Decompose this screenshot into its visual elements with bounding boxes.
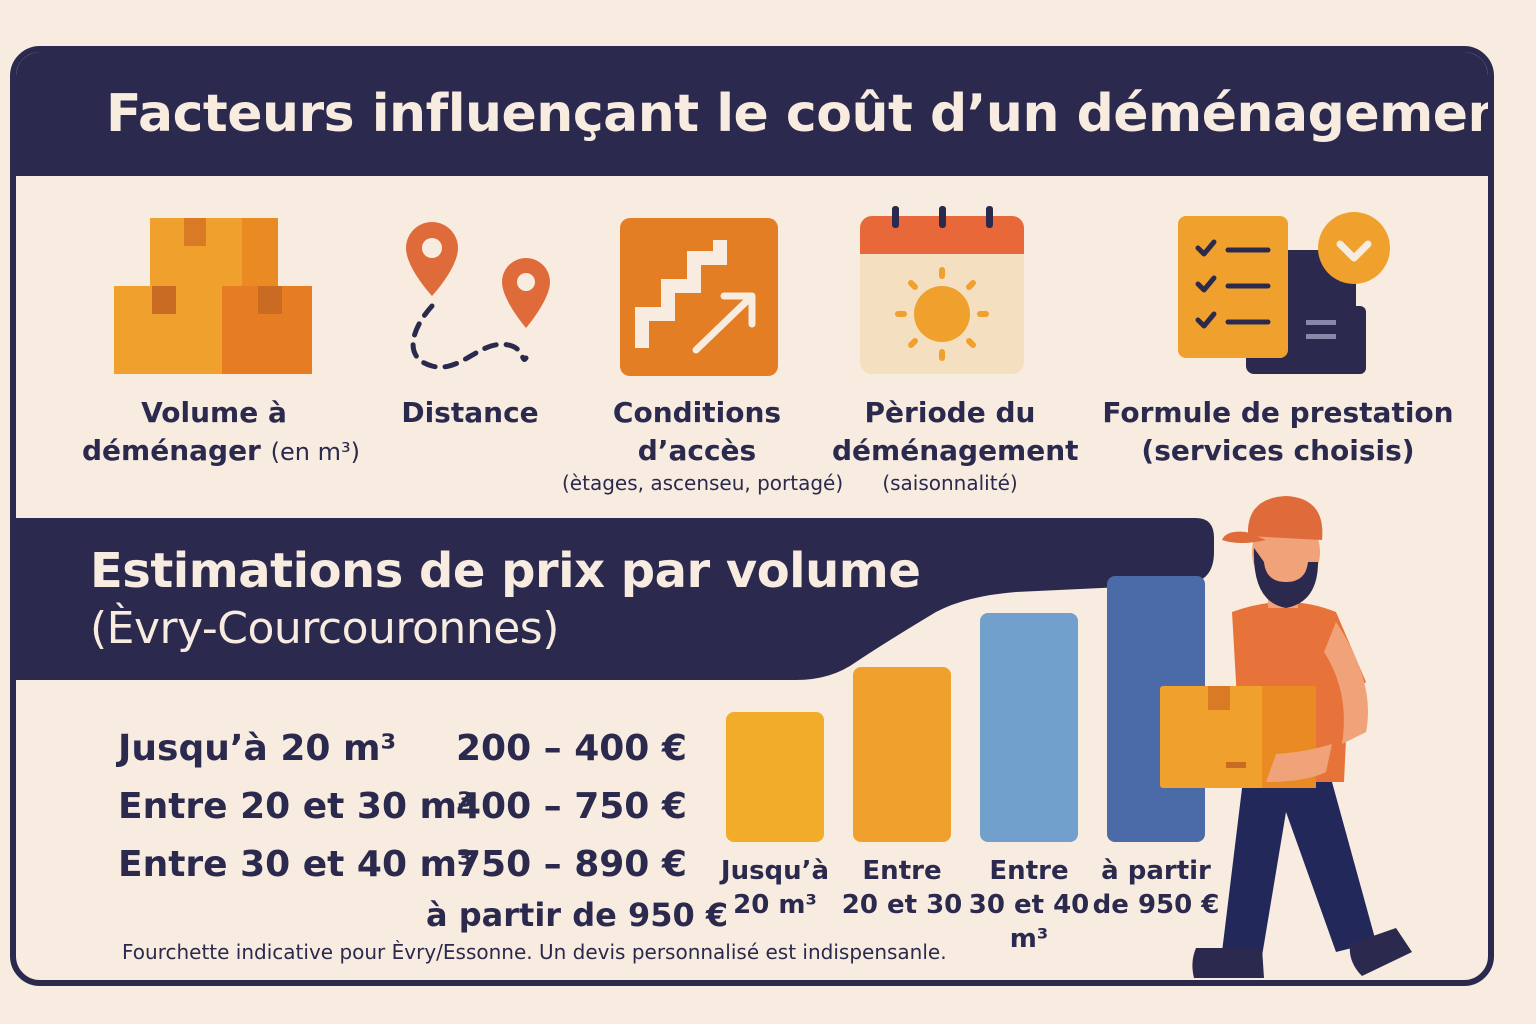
stairs-icon: [620, 218, 778, 376]
page-title: Facteurs influençant le coût d’un déména…: [106, 84, 1494, 144]
checklist-icon: [1178, 212, 1390, 374]
chart-bar-label-2: Entre 20 et 30: [841, 856, 963, 920]
price-range-4: à partir de 950 €: [426, 896, 729, 934]
infographic-card: Facteurs influençant le coût d’un déména…: [10, 46, 1494, 986]
header-band: [16, 52, 1488, 176]
price-range-2: 400 – 750 €: [456, 786, 687, 827]
chart-bar-label-4: à partir de 950 €: [1092, 856, 1220, 920]
price-label-2: Entre 20 et 30 m³: [118, 786, 473, 827]
chart-bar-label-3: Entre 30 et 40 m³: [968, 856, 1090, 954]
mover-illustration: [1160, 496, 1412, 978]
factor-service: Formule de prestation (services choisis): [1102, 396, 1454, 467]
disclaimer-note: Fourchette indicative pour Èvry/Essonne.…: [122, 940, 947, 964]
price-label-3: Entre 30 et 40 m³: [118, 844, 473, 885]
factor-period: Pèriode du déménagement (saisonnalité): [832, 396, 1079, 495]
map-route-icon: [406, 222, 550, 370]
chart-bar-label-1: Jusqu’à 20 m³: [720, 856, 830, 920]
factor-access: Conditions d’accès (ètages, ascenseu, po…: [562, 396, 844, 495]
price-range-1: 200 – 400 €: [456, 728, 687, 769]
price-range-3: 750 – 890 €: [456, 844, 687, 885]
chart-bar-1: [726, 712, 824, 842]
chart-bar-2: [853, 666, 951, 842]
section-band: [16, 518, 1214, 680]
calendar-sun-icon: [860, 206, 1024, 374]
section-subtitle: (Èvry-Courcouronnes): [90, 603, 559, 654]
boxes-icon: [114, 218, 312, 374]
chart-bar-3: [980, 613, 1078, 842]
factor-volume: Volume à déménager (en m³): [82, 396, 360, 467]
factor-distance: Distance: [401, 396, 539, 429]
price-label-1: Jusqu’à 20 m³: [118, 728, 397, 769]
section-title-main: Estimations de prix par volume: [90, 543, 921, 599]
section-title: Estimations de prix par volume (Èvry-Cou…: [90, 542, 921, 658]
